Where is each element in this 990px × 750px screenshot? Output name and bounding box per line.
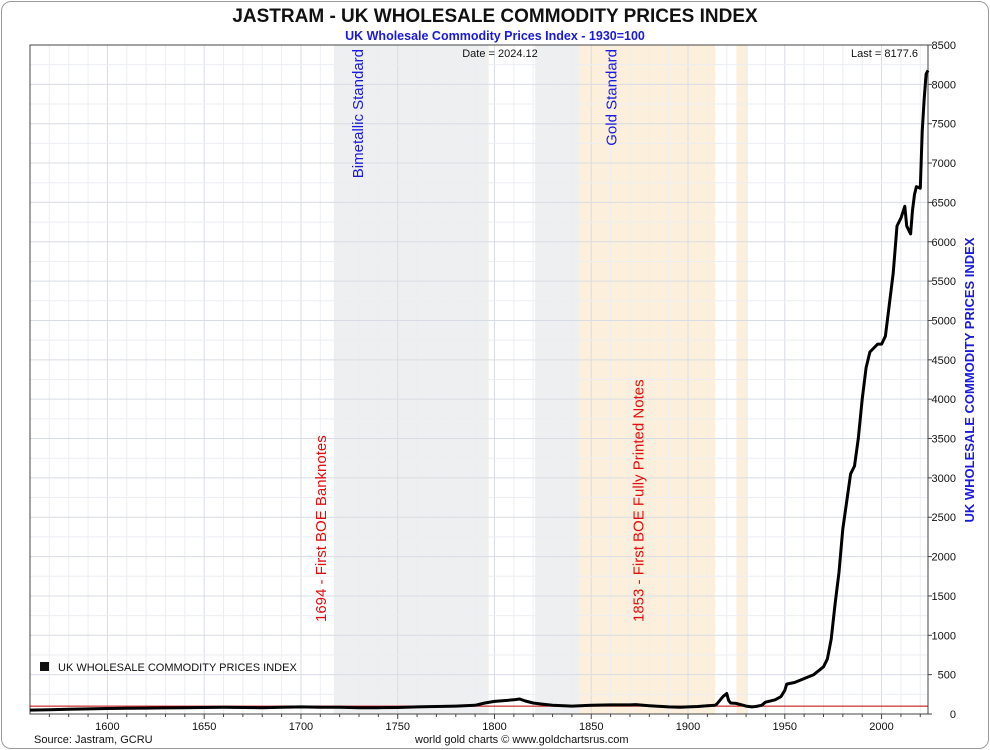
y-tick-label: 6500 xyxy=(932,197,956,209)
y-axis-label: UK WHOLESALE COMMODITY PRICES INDEX xyxy=(962,237,977,522)
y-tick-label: 3500 xyxy=(932,434,956,446)
credit-note: world gold charts © www.goldchartsrus.co… xyxy=(415,734,629,746)
y-tick-label: 4000 xyxy=(932,394,956,406)
x-tick-label: 1950 xyxy=(773,721,797,733)
source-note: Source: Jastram, GCRU xyxy=(34,734,153,746)
y-tick-label: 2500 xyxy=(932,512,956,524)
x-tick-label: 1750 xyxy=(385,721,409,733)
y-tick-label: 5500 xyxy=(932,276,956,288)
y-tick-label: 500 xyxy=(938,670,956,682)
y-tick-label: 4500 xyxy=(932,355,956,367)
x-tick-label: 1900 xyxy=(676,721,700,733)
date-label: Date = 2024.12 xyxy=(462,48,538,60)
x-tick-label: 1600 xyxy=(95,721,119,733)
legend-swatch xyxy=(40,662,49,671)
x-tick-label: 1850 xyxy=(579,721,603,733)
y-tick-label: 3000 xyxy=(932,473,956,485)
y-axis-ticks: 0 500 1000 1500 2000 2500 3000 3500 4000 4500 5000… xyxy=(928,40,956,721)
grid-lines xyxy=(30,45,928,714)
x-tick-label: 2000 xyxy=(869,721,893,733)
plot-area-border xyxy=(29,44,929,715)
x-tick-label: 1800 xyxy=(482,721,506,733)
annotations: Bimetallic Standard Gold Standard 1694 - F… xyxy=(313,49,647,622)
y-tick-label: 6000 xyxy=(932,237,956,249)
y-tick-label: 8500 xyxy=(932,40,956,52)
y-tick-label: 7000 xyxy=(932,158,956,170)
legend-label: UK WHOLESALE COMMODITY PRICES INDEX xyxy=(58,662,297,674)
annotation-1853-first-boe-fully-printed-notes: 1853 - First BOE Fully Printed Notes xyxy=(630,379,647,622)
y-tick-label: 5000 xyxy=(932,315,956,327)
x-tick-label: 1700 xyxy=(289,721,313,733)
x-tick-label: 1650 xyxy=(192,721,216,733)
annotation-1694-first-boe-banknotes: 1694 - First BOE Banknotes xyxy=(313,435,330,622)
annotation-bimetallic-standard: Bimetallic Standard xyxy=(350,49,367,178)
chart-subtitle: UK Wholesale Commodity Prices Index - 19… xyxy=(345,29,645,43)
annotation-gold-standard: Gold Standard xyxy=(603,49,620,146)
y-tick-label: 7500 xyxy=(932,119,956,131)
series-line-uk-wholesale-index xyxy=(29,69,930,712)
y-tick-label: 1000 xyxy=(932,630,956,642)
y-tick-label: 8000 xyxy=(932,79,956,91)
y-tick-label: 0 xyxy=(950,709,956,721)
chart-title: JASTRAM - UK WHOLESALE COMMODITY PRICES … xyxy=(232,6,758,27)
y-tick-label: 1500 xyxy=(932,591,956,603)
x-axis-ticks: 1600 1650 1700 1750 1800 1850 1900 1950 2000 xyxy=(48,714,921,733)
last-value-label: Last = 8177.6 xyxy=(851,48,918,60)
y-tick-label: 2000 xyxy=(932,552,956,564)
